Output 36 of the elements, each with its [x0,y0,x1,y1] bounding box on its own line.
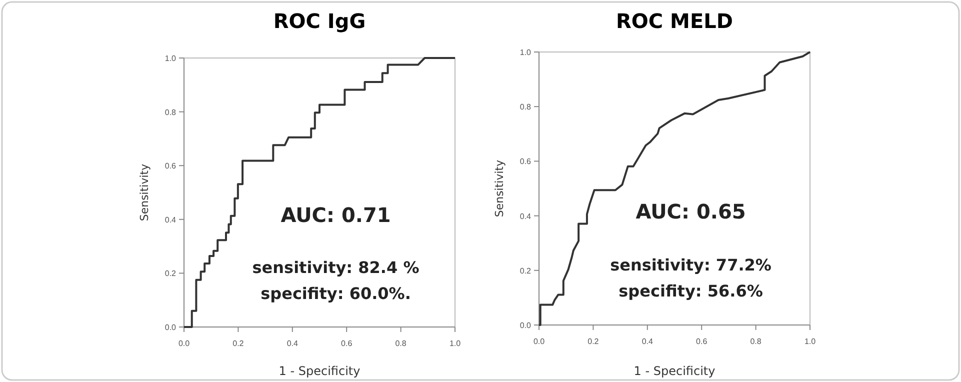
x-tick-label: 0.0 [178,339,190,348]
x-tick-label: 0.6 [341,339,353,348]
x-tick-label: 0.4 [642,337,654,346]
x-tick-label: 0.0 [533,337,546,346]
x-tick-label: 1.0 [804,337,816,346]
y-tick-label: 0.2 [164,269,177,278]
annotation: specifity: 60.0%. [260,284,411,304]
x-axis-title: 1 - Specificity [634,364,716,378]
y-tick-label: 0.6 [164,162,177,171]
y-tick-label: 0.0 [164,323,177,332]
annotation: AUC: 0.71 [280,203,391,228]
x-tick-label: 0.8 [750,337,762,346]
x-tick-label: 0.2 [588,337,600,346]
y-tick-label: 0.4 [520,212,532,221]
x-tick-label: 0.6 [696,337,708,346]
x-axis-title: 1 - Specificity [278,364,360,378]
chart-title: ROC MELD [616,9,733,33]
annotation: sensitivity: 77.2% [610,255,772,274]
x-tick-label: 0.2 [232,339,244,348]
x-tick-label: 1.0 [449,339,462,348]
annotation: sensitivity: 82.4 % [252,258,420,278]
y-tick-label: 0.8 [164,108,177,117]
y-axis-title: Sensitivity [138,163,151,222]
y-axis-title: Sensitivity [493,159,506,218]
annotation: AUC: 0.65 [636,200,746,224]
annotation: specifity: 56.6% [618,281,763,300]
y-tick-label: 0.6 [520,157,532,166]
y-tick-label: 0.4 [164,215,177,224]
y-tick-label: 0.8 [520,102,532,112]
y-tick-label: 1.0 [520,48,532,57]
x-tick-label: 0.4 [286,339,299,348]
y-tick-label: 0.2 [520,266,532,276]
y-tick-label: 1.0 [164,54,177,63]
x-tick-label: 0.8 [395,339,407,348]
y-tick-label: 0.0 [520,321,532,330]
chart-title: ROC IgG [273,9,366,33]
